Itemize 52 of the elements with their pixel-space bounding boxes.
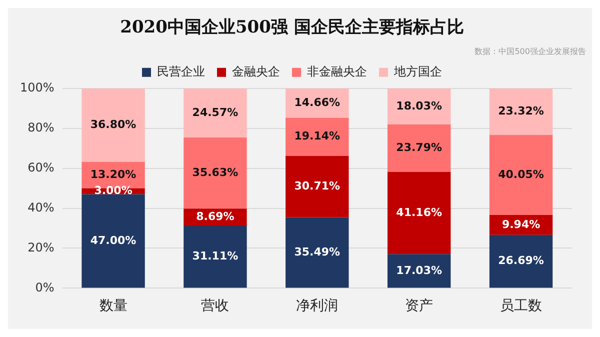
y-tick-label: 60% xyxy=(28,160,54,174)
legend-label: 非金融央企 xyxy=(307,64,367,79)
x-tick-label: 营收 xyxy=(201,298,230,314)
data-label: 41.16% xyxy=(396,206,442,219)
y-tick-label: 0% xyxy=(35,280,54,294)
bar xyxy=(387,172,451,254)
data-label: 30.71% xyxy=(294,179,340,192)
bar xyxy=(184,226,247,288)
data-label: 18.03% xyxy=(396,99,442,112)
data-label: 13.20% xyxy=(90,168,136,181)
x-tick-label: 员工数 xyxy=(500,298,542,314)
data-label: 35.63% xyxy=(192,166,238,179)
bar xyxy=(387,88,451,124)
bar xyxy=(286,118,349,156)
bar xyxy=(82,194,145,288)
bar xyxy=(387,124,451,172)
bar xyxy=(286,217,349,288)
data-label: 23.79% xyxy=(396,141,442,154)
x-tick-label: 数量 xyxy=(99,298,128,314)
legend-label: 地方国企 xyxy=(393,64,442,79)
bar xyxy=(387,254,451,288)
y-tick-label: 20% xyxy=(28,240,54,254)
data-label: 14.66% xyxy=(294,96,340,109)
chart-title: 2020中国企业500强 国企民企主要指标占比 xyxy=(120,18,464,38)
x-tick-label: 净利润 xyxy=(296,298,338,314)
data-label: 3.00% xyxy=(94,184,132,198)
data-label: 9.94% xyxy=(502,218,540,231)
data-label: 26.69% xyxy=(498,254,544,268)
data-label: 8.69% xyxy=(196,210,234,224)
data-label: 35.49% xyxy=(294,245,340,258)
y-tick-label: 80% xyxy=(28,120,54,134)
y-tick-label: 100% xyxy=(20,80,54,95)
legend-label: 金融央企 xyxy=(232,64,280,79)
text: 数据：中国500强企业发展报告 xyxy=(474,47,586,56)
data-label: 40.05% xyxy=(498,168,544,181)
data-label: 23.32% xyxy=(498,104,544,118)
y-tick-label: 40% xyxy=(28,200,54,214)
bar xyxy=(489,134,553,216)
data-label: 36.80% xyxy=(90,118,136,132)
bar xyxy=(286,156,349,218)
data-label: 31.11% xyxy=(192,250,238,263)
data-label: 47.00% xyxy=(90,234,136,247)
x-tick-label: 资产 xyxy=(405,298,434,314)
bar xyxy=(184,88,247,138)
bar xyxy=(489,234,553,288)
bar xyxy=(489,88,553,135)
bar xyxy=(184,137,247,209)
legend-label: 民营企业 xyxy=(157,64,205,79)
data-label: 24.57% xyxy=(192,106,238,119)
data-label: 19.14% xyxy=(294,130,340,143)
bar xyxy=(82,88,145,162)
data-label: 17.03% xyxy=(396,264,442,277)
